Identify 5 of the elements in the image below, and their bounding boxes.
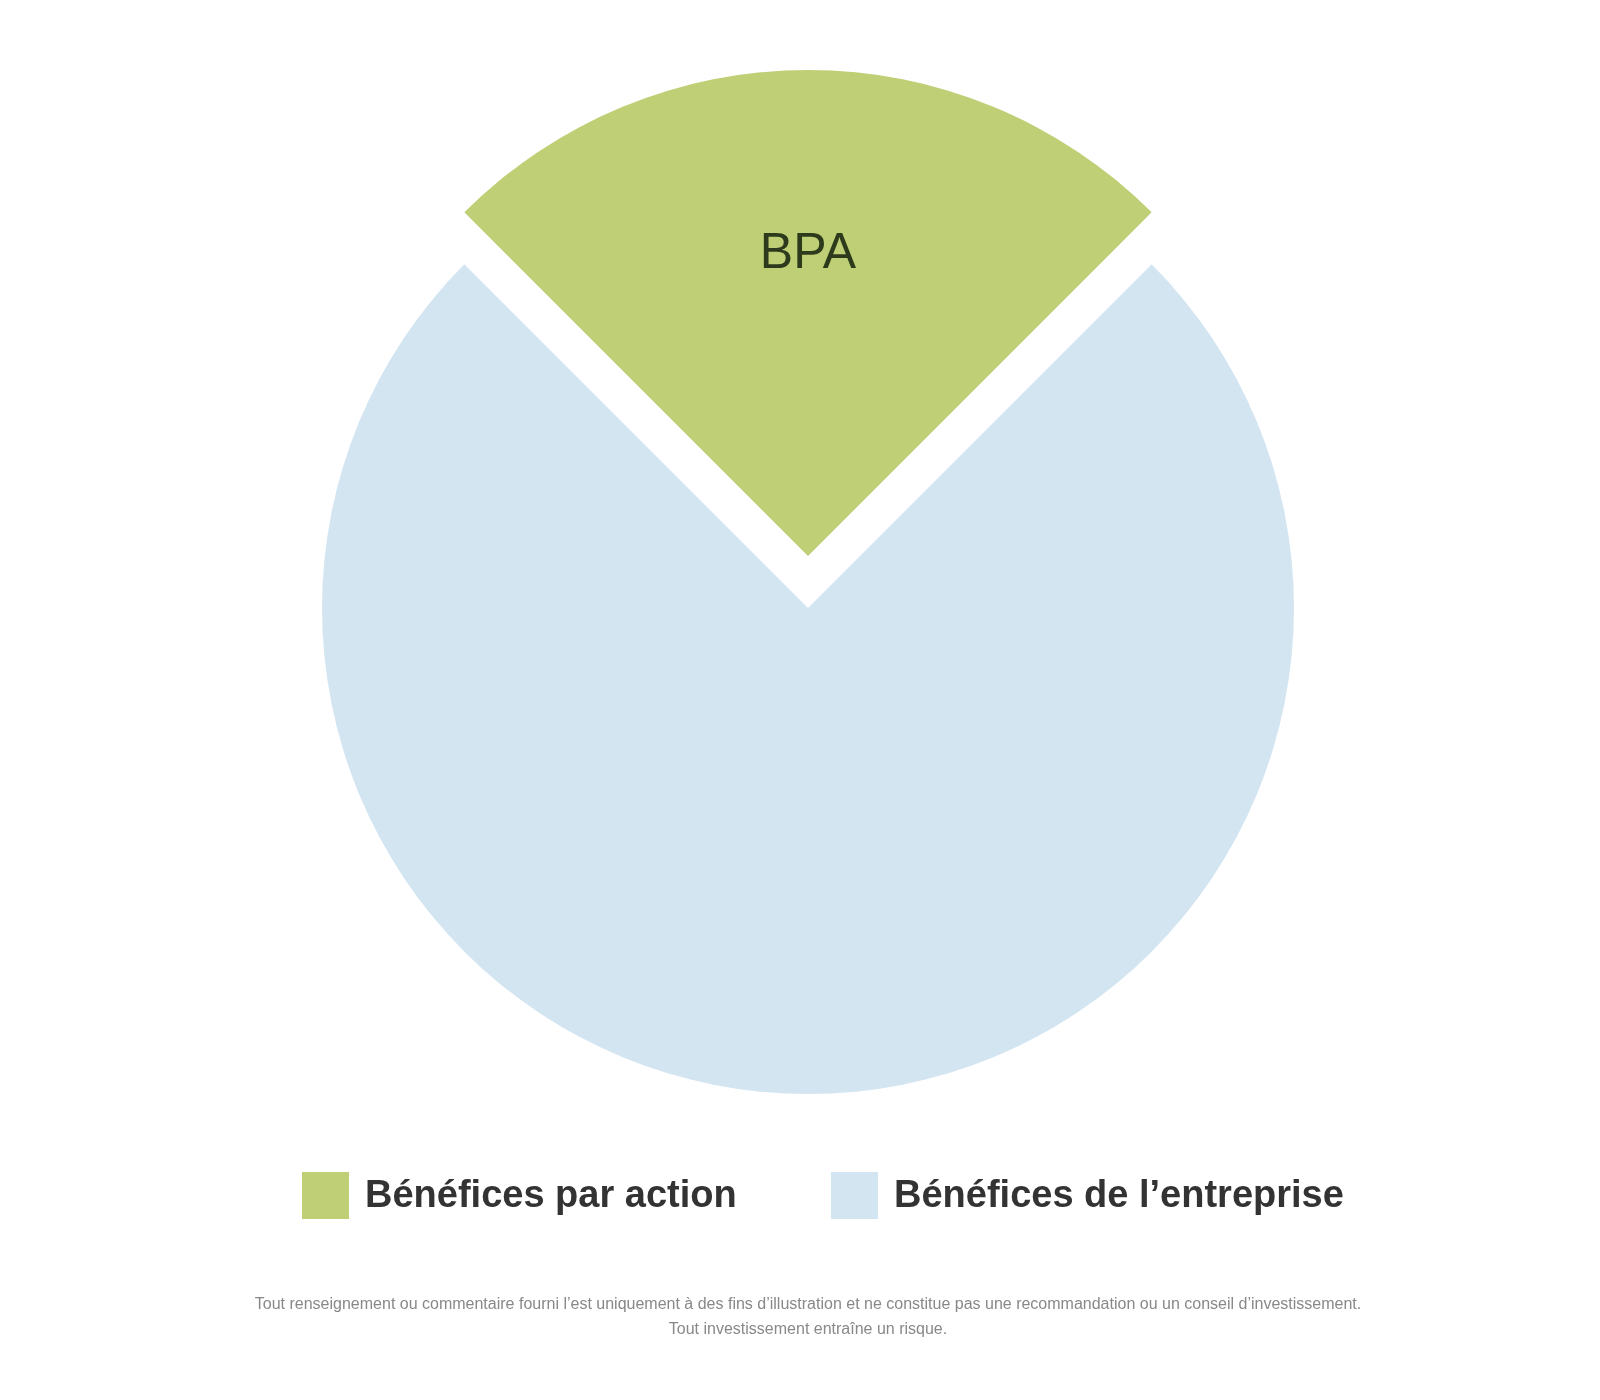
data-label: BPA [759, 222, 857, 279]
text: Tout renseignement ou commentaire fourni l’est uniquement à des fins d’illustration et ne constitue pas une recommandation ou un conseil d’investissement. [254, 1295, 1362, 1312]
legend-label: Bénéfices par action [365, 1173, 737, 1216]
legend-label: Bénéfices de l’entreprise [894, 1173, 1344, 1216]
text: Tout investissement entraîne un risque. [668, 1320, 948, 1337]
